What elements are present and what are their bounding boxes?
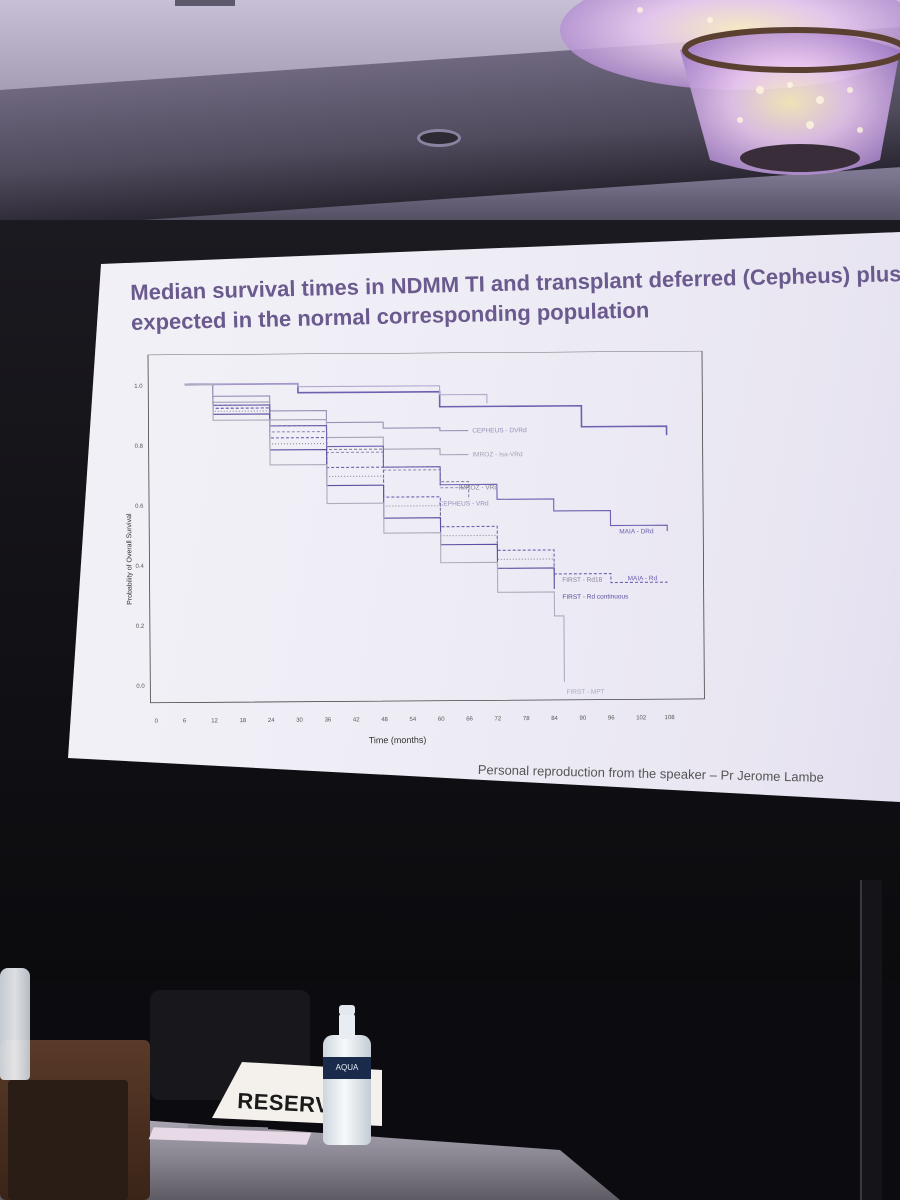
bottle-neck <box>339 1013 355 1039</box>
survival-curve-8 <box>184 383 555 580</box>
curve-label: IMROZ - VRd <box>459 484 499 491</box>
water-bottle: AQUA <box>323 1005 371 1145</box>
bottle-label: AQUA <box>323 1057 371 1079</box>
x-tick-label: 60 <box>438 717 445 723</box>
y-tick-label: 0.2 <box>136 624 145 630</box>
y-tick-label: 0.4 <box>135 564 144 570</box>
y-tick-label: 0.8 <box>135 444 144 450</box>
survival-curve-6 <box>184 383 668 532</box>
y-ticks: 0.0 0.2 0.4 0.6 0.8 1.0 <box>134 384 145 690</box>
x-tick-label: 78 <box>523 716 530 722</box>
chart-frame <box>147 350 705 704</box>
curve-label: CEPHEUS - VRd <box>439 500 489 507</box>
curve-label: CEPHEUS - DVRd <box>472 427 527 434</box>
x-tick-label: 48 <box>381 717 388 723</box>
curve-label: MAIA - DRd <box>619 528 654 535</box>
x-tick-label: 66 <box>466 717 473 723</box>
x-tick-label: 36 <box>325 718 332 724</box>
survival-curve-9 <box>184 383 555 589</box>
curve-labels: CEPHEUS - DVRd IMROZ - Isa-VRd IMROZ - VRd… <box>439 427 658 696</box>
x-tick-label: 90 <box>580 716 587 722</box>
y-tick-label: 0.6 <box>135 504 144 510</box>
x-tick-label: 72 <box>495 716 502 722</box>
x-tick-label: 30 <box>296 718 303 724</box>
x-tick-label: 42 <box>353 717 360 723</box>
bottle-body <box>323 1035 371 1145</box>
y-axis-label: Probability of Overall Survival <box>126 513 134 605</box>
x-tick-label: 6 <box>183 719 187 725</box>
curve-label: FIRST - Rd18 <box>562 577 602 584</box>
x-tick-label: 102 <box>636 715 647 721</box>
y-tick-label: 1.0 <box>134 384 143 390</box>
ceiling-light <box>420 132 458 144</box>
curve-label: MAIA - Rd <box>628 575 658 582</box>
x-tick-label: 18 <box>240 718 247 724</box>
x-axis-label: Time (months) <box>369 735 427 745</box>
x-ticks: 0 6 12 18 24 30 36 42 48 54 60 66 72 78 84 90 96 102 108 <box>155 715 676 725</box>
x-tick-label: 84 <box>551 716 558 722</box>
y-tick-label: 0.0 <box>136 684 145 690</box>
survival-curves <box>184 382 668 682</box>
survival-chart-svg: 0.0 0.2 0.4 0.6 0.8 1.0 0 6 12 18 24 30 36 42 48 54 60 6… <box>126 350 705 745</box>
bottle-cap <box>339 1005 355 1015</box>
x-tick-label: 54 <box>410 717 417 723</box>
x-tick-label: 12 <box>211 718 218 724</box>
survival-curve-10 <box>184 383 565 682</box>
curve-label: IMROZ - Isa-VRd <box>472 451 523 458</box>
survival-curve-7 <box>184 383 668 584</box>
water-bottle-left <box>0 968 30 1080</box>
x-tick-label: 24 <box>268 718 275 724</box>
curve-label: FIRST - Rd continuous <box>562 593 629 600</box>
survival-curve-1 <box>184 383 488 404</box>
ceiling-vent <box>175 0 235 6</box>
x-tick-label: 0 <box>155 719 159 725</box>
reserved-card-text: RESERV <box>236 1088 331 1118</box>
x-tick-label: 96 <box>608 716 615 722</box>
chandelier <box>560 0 900 175</box>
x-tick-label: 108 <box>665 715 676 721</box>
curve-label: FIRST - MPT <box>566 689 604 696</box>
speaker-stand <box>860 880 882 1200</box>
survival-curve-0 <box>184 382 668 436</box>
survival-chart: 0.0 0.2 0.4 0.6 0.8 1.0 0 6 12 18 24 30 36 42 48 54 60 6… <box>116 350 709 750</box>
chair-seat <box>8 1080 128 1200</box>
